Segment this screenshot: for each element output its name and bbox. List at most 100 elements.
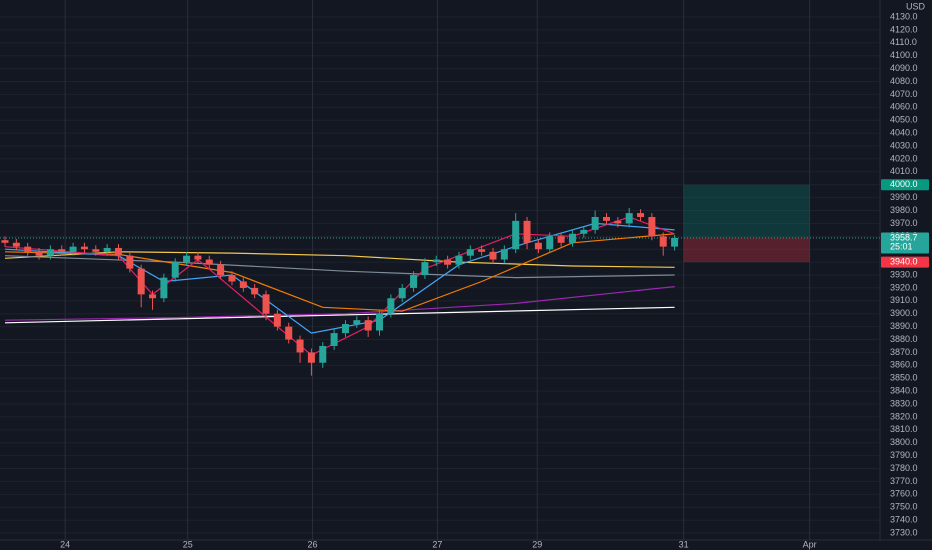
candle-body [103,247,111,252]
y-tick-label: 3830.0 [890,398,918,408]
candle-body [319,345,327,363]
candle-body [1,240,9,243]
candle-body [580,229,588,234]
y-tick-label: 4080.0 [890,76,918,86]
y-tick-label: 4130.0 [890,11,918,21]
y-tick-label: 3840.0 [890,386,918,396]
candle-body [523,220,531,243]
x-tick-label: Apr [803,539,817,549]
candle-body [625,213,633,224]
candle-body [205,259,213,265]
candle-body [398,287,406,299]
candle-body [614,220,622,224]
candle-body [285,326,293,340]
y-tick-label: 3860.0 [890,360,918,370]
candle-body [659,236,667,247]
candle-body [500,249,508,260]
candle-body [92,249,100,252]
y-tick-label: 3970.0 [890,218,918,228]
candle-body [489,251,497,260]
candle-body [69,246,77,252]
y-tick-label: 3820.0 [890,411,918,421]
candle-body [421,262,429,276]
candle-body [534,242,542,250]
candle-body [466,249,474,256]
candle-body [591,216,599,230]
candle-body [58,249,66,252]
candle-body [160,277,168,299]
y-tick-label: 4020.0 [890,153,918,163]
target-label: 4000.0 [890,179,918,189]
indicator-line [4,233,675,312]
y-tick-label: 4070.0 [890,89,918,99]
candle-body [602,216,610,221]
last-price-label-bg [881,232,929,254]
candle-body [24,246,32,252]
candle-body [35,251,43,256]
candle-body [80,246,88,250]
y-tick-label: 3920.0 [890,282,918,292]
stop-zone [683,238,810,263]
y-tick-label: 3780.0 [890,463,918,473]
candle-body [228,275,236,282]
y-tick-label: 4120.0 [890,24,918,34]
candle-body [262,294,270,314]
target-zone [683,184,810,239]
y-tick-label: 3740.0 [890,515,918,525]
y-tick-label: 3900.0 [890,308,918,318]
candle-body [126,255,134,269]
last-price-label: 3958.7 [890,232,918,242]
x-tick-label: 25 [183,539,193,549]
candle-body [512,220,520,250]
stop-label-bg [881,256,929,268]
x-tick-label: 26 [308,539,318,549]
y-tick-label: 3890.0 [890,321,918,331]
stop-label: 3940.0 [890,257,918,267]
indicator-line [4,306,675,324]
candle-body [637,213,645,217]
candle-body [12,242,20,247]
candle-body [568,233,576,243]
candle-body [273,313,281,327]
y-tick-label: 4110.0 [890,37,917,47]
y-tick-label: 3750.0 [890,502,918,512]
candle-body [376,313,384,331]
x-tick-label: 27 [432,539,442,549]
y-tick-label: 4040.0 [890,128,918,138]
candle-body [364,320,372,331]
y-tick-label: 3760.0 [890,489,918,499]
candle-body [478,249,486,252]
candle-body [46,249,54,256]
candle-body [137,268,145,295]
candle-body [330,333,338,346]
candle-body [546,236,554,250]
candle-body [251,287,259,295]
y-tick-label: 3910.0 [890,295,918,305]
target-label-bg [881,179,929,191]
y-tick-label: 4030.0 [890,140,918,150]
y-tick-label: 3810.0 [890,424,918,434]
candle-body [648,216,656,237]
candle-body [557,236,565,243]
candle-body [671,238,679,247]
candle-body [341,324,349,334]
candle-body [387,298,395,314]
y-tick-label: 4100.0 [890,50,918,60]
candle-body [296,339,304,353]
candle-body [455,255,463,265]
countdown-label: 25:01 [890,241,913,251]
y-tick-label: 3850.0 [890,373,918,383]
indicator-line [4,286,675,321]
y-tick-label: 3730.0 [890,527,918,537]
candle-body [171,262,179,278]
candle-body [149,294,157,299]
x-tick-label: 31 [679,539,689,549]
x-tick-label: 29 [532,539,542,549]
y-tick-label: 3880.0 [890,334,918,344]
y-tick-label: 3930.0 [890,269,918,279]
candle-body [410,275,418,288]
candle-body [194,255,202,260]
y-tick-label: 4060.0 [890,102,918,112]
y-tick-label: 3870.0 [890,347,918,357]
